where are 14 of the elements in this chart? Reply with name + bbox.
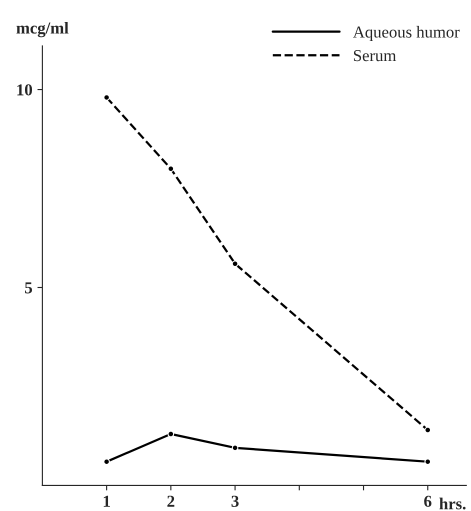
point [168,430,174,438]
x-tick-label: 1 [104,496,110,507]
point [232,444,238,452]
x-tick-label: 6 [424,496,432,507]
y-tick-label: 10 [17,84,32,96]
x-axis-title: hrs. [439,498,466,510]
point [232,260,238,268]
y-axis-title: mcg/ml [16,22,68,38]
point [103,94,110,101]
legend-label: Aqueous humor [352,26,460,42]
x-tick-label: 2 [167,496,174,507]
x-tick-label: 3 [232,496,239,507]
legend-label: Serum [354,50,396,62]
y-tick-label: 5 [25,282,32,294]
